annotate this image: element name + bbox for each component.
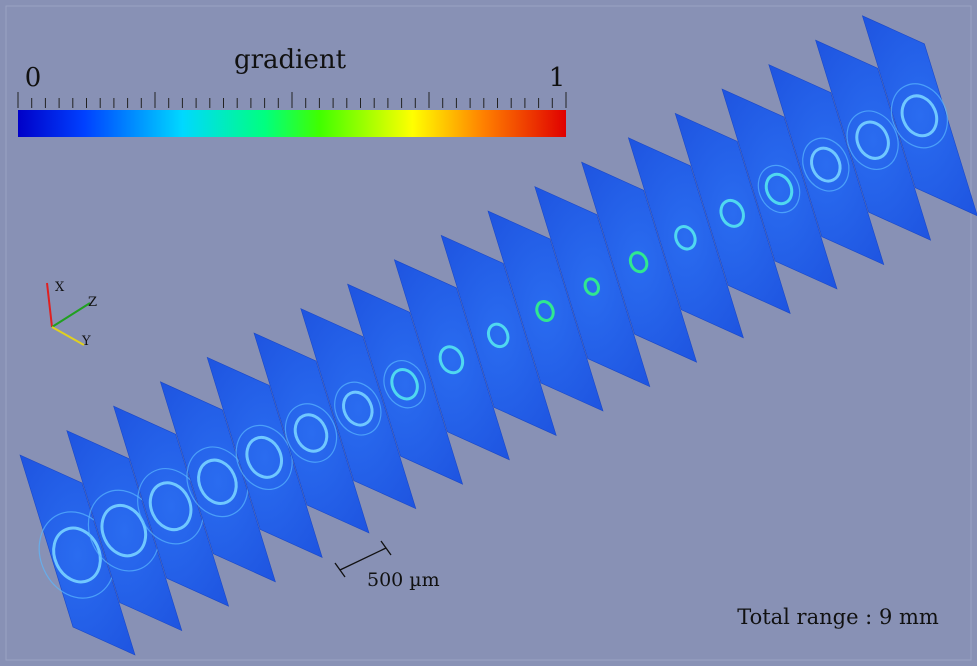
render-view: gradient 0 1 X Z Y 500 µm Total range : … <box>0 0 977 666</box>
colorbar-title: gradient <box>234 45 347 75</box>
scale-bar-label: 500 µm <box>367 569 440 591</box>
z-label: Z <box>88 295 97 310</box>
colorbar-min: 0 <box>25 63 42 93</box>
total-range: Total range : 9 mm <box>737 605 939 629</box>
x-label: X <box>55 280 65 295</box>
page: {"colorbar": {"title": "gradient", "min_… <box>0 0 977 666</box>
colorbar <box>18 110 566 137</box>
colorbar-max: 1 <box>549 63 566 93</box>
y-label: Y <box>81 334 91 349</box>
